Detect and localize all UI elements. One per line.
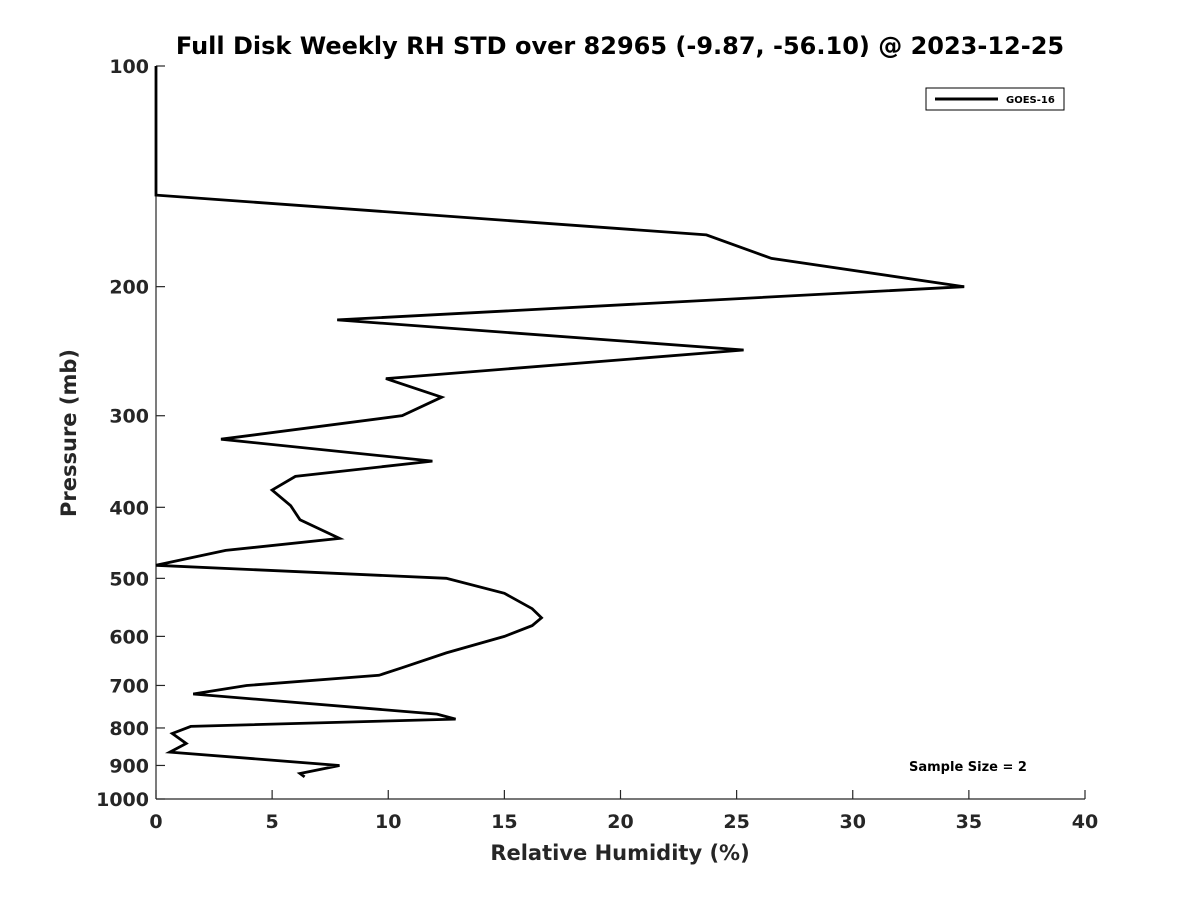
y-axis-label: Pressure (mb) (57, 349, 81, 517)
y-tick-label: 900 (109, 755, 149, 777)
y-tick-label: 800 (109, 718, 149, 740)
y-tick-label: 600 (109, 626, 149, 648)
series-line-goes-16 (154, 66, 965, 779)
x-tick-label: 25 (723, 811, 749, 833)
x-tick-label: 10 (375, 811, 401, 833)
x-tick-label: 15 (491, 811, 517, 833)
chart-title: Full Disk Weekly RH STD over 82965 (-9.8… (176, 32, 1064, 60)
x-tick-label: 35 (956, 811, 982, 833)
x-tick-label: 0 (149, 811, 162, 833)
y-tick-label: 200 (109, 277, 149, 299)
series-layer (154, 66, 965, 779)
x-axis-label: Relative Humidity (%) (490, 841, 749, 865)
y-tick-label: 100 (109, 56, 149, 78)
y-tick-label: 300 (109, 406, 149, 428)
sample-size-annotation: Sample Size = 2 (909, 760, 1027, 775)
plot-axes (155, 66, 1085, 800)
legend: GOES-16 (925, 87, 1065, 111)
y-tick-label: 500 (109, 568, 149, 590)
x-tick-label: 30 (840, 811, 866, 833)
x-tick-label: 40 (1072, 811, 1098, 833)
y-tick-label: 1000 (96, 789, 149, 811)
y-tick-label: 700 (109, 675, 149, 697)
legend-entry-goes-16: GOES-16 (1006, 95, 1055, 106)
x-tick-label: 5 (266, 811, 279, 833)
x-tick-label: 20 (607, 811, 633, 833)
y-tick-label: 400 (109, 497, 149, 519)
axis-ticks: 0 5 10 15 20 25 30 35 40 100 200 300 400 500 600 700 800… (96, 56, 1098, 833)
